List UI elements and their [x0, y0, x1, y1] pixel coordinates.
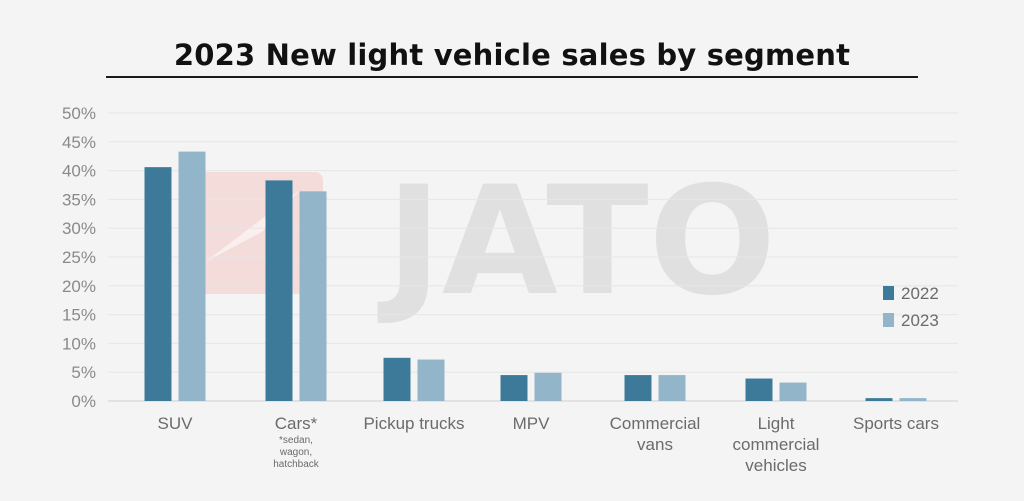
bar-2022	[265, 180, 293, 401]
x-category-label-line: Sports cars	[853, 414, 939, 433]
x-category-label: MPV	[513, 414, 551, 433]
legend-swatch-2022	[883, 286, 894, 300]
y-tick-label: 20%	[62, 277, 96, 296]
bar-2022	[144, 167, 172, 401]
category-footnote: *sedan, wagon, hatchback	[273, 435, 320, 470]
bar-2023	[899, 398, 927, 401]
bar-2022	[500, 375, 528, 401]
x-category-label: SUV	[158, 414, 194, 433]
legend-label-2022: 2022	[901, 284, 939, 303]
x-category-label-line: SUV	[158, 414, 194, 433]
bar-2022	[865, 398, 893, 401]
y-tick-label: 35%	[62, 190, 96, 209]
category-footnote-line: hatchback	[273, 459, 320, 470]
bar-2023	[178, 151, 206, 401]
bar-2023	[534, 372, 562, 401]
legend-label-2023: 2023	[901, 311, 939, 330]
x-category-label: Commercial vans	[610, 414, 701, 454]
bar-2023	[658, 375, 686, 401]
bar-2023	[417, 359, 445, 401]
grid-lines	[108, 112, 958, 402]
bar-2022	[624, 375, 652, 401]
x-category-label: Cars*	[275, 414, 318, 433]
x-category-label-line: Light	[758, 414, 795, 433]
x-category-label-line: MPV	[513, 414, 551, 433]
x-axis: SUV Cars* *sedan, wagon, hatchback Pickup tru…	[158, 414, 939, 475]
x-category-label-line: Pickup trucks	[363, 414, 464, 433]
x-category-label: Sports cars	[853, 414, 939, 433]
title-underline	[106, 76, 918, 78]
x-category-label: Pickup trucks	[363, 414, 464, 433]
y-tick-label: 25%	[62, 248, 96, 267]
x-category-label-line: Cars*	[275, 414, 318, 433]
y-tick-label: 30%	[62, 219, 96, 238]
watermark-text: JATO	[377, 155, 776, 329]
legend-swatch-2023	[883, 313, 894, 327]
y-tick-label: 50%	[62, 104, 96, 123]
y-tick-label: 0%	[71, 392, 96, 411]
y-tick-label: 10%	[62, 334, 96, 353]
bar-2022	[745, 378, 773, 401]
bars	[144, 151, 927, 401]
y-tick-label: 15%	[62, 306, 96, 325]
y-tick-label: 5%	[71, 363, 96, 382]
x-category-label-line: vehicles	[745, 456, 806, 475]
legend: 2022 2023	[883, 284, 939, 330]
y-tick-label: 40%	[62, 162, 96, 181]
bar-2023	[779, 382, 807, 401]
x-category-label-line: commercial	[733, 435, 820, 454]
chart-title: 2023 New light vehicle sales by segment	[173, 38, 851, 72]
category-footnote-line: *sedan,	[279, 435, 313, 446]
y-tick-label: 45%	[62, 133, 96, 152]
x-category-label-line: Commercial	[610, 414, 701, 433]
category-footnote-line: wagon,	[279, 447, 312, 458]
bar-2023	[299, 191, 327, 401]
y-axis: 0% 5% 10% 15% 20% 25% 30% 35% 40% 45% 50%	[62, 104, 96, 411]
x-category-label-line: vans	[637, 435, 673, 454]
x-category-label: Light commercial vehicles	[733, 414, 820, 475]
bar-2022	[383, 357, 411, 401]
